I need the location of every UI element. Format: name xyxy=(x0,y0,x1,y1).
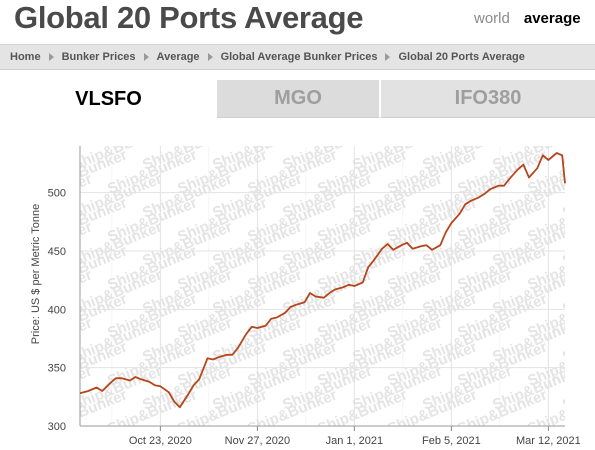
watermark-text: Ship&Bunker xyxy=(175,118,270,150)
breadcrumb-home[interactable]: Home xyxy=(10,51,41,63)
watermark-text: Ship&Bunker xyxy=(280,118,375,126)
breadcrumb-average[interactable]: Average xyxy=(156,51,200,63)
watermark-text: Ship&Bunker xyxy=(210,118,305,126)
chevron-right-icon xyxy=(385,53,391,61)
x-tick-label: Mar 12, 2021 xyxy=(516,435,581,447)
price-series-line xyxy=(79,152,566,409)
x-tick-label: Nov 27, 2020 xyxy=(225,435,290,447)
watermark-text: Ship&Bunker xyxy=(420,118,515,126)
page-title: Global 20 Ports Average xyxy=(14,0,364,35)
watermark-text: Ship&Bunker xyxy=(0,194,60,245)
watermark-text: Ship&Bunker xyxy=(105,118,200,150)
watermark-text: Ship&Bunker xyxy=(350,118,445,126)
x-tick-label: Feb 5, 2021 xyxy=(422,435,481,447)
chevron-right-icon xyxy=(207,53,213,61)
watermark-text: Ship&Bunker xyxy=(560,122,595,173)
watermark-text: Ship&Bunker xyxy=(0,118,95,126)
page-header: Global 20 Ports Average world average xyxy=(0,0,595,44)
watermark-text: Ship&Bunker xyxy=(70,118,165,126)
breadcrumb-global-20-ports[interactable]: Global 20 Ports Average xyxy=(398,51,525,63)
y-tick-label: 400 xyxy=(48,304,66,316)
breadcrumb: Home Bunker Prices Average Global Averag… xyxy=(0,44,595,70)
y-tick-label: 450 xyxy=(48,246,66,258)
y-tick-label: 350 xyxy=(48,363,66,375)
x-tick-label: Jan 1, 2021 xyxy=(326,435,384,447)
view-world-link[interactable]: world xyxy=(474,10,510,27)
watermark-text: Ship&Bunker xyxy=(0,118,60,150)
breadcrumb-global-average[interactable]: Global Average Bunker Prices xyxy=(220,51,378,63)
x-tick-label: Oct 23, 2020 xyxy=(129,435,192,447)
price-chart[interactable]: Ship&BunkerShip&BunkerShip&BunkerShip&Bu… xyxy=(0,118,595,450)
tab-ifo380[interactable]: IFO380 xyxy=(379,80,595,118)
watermark-text: Ship&Bunker xyxy=(560,362,595,413)
tab-vlsfo[interactable]: VLSFO xyxy=(0,80,217,118)
chevron-right-icon xyxy=(143,53,149,61)
watermark-text: Ship&Bunker xyxy=(385,118,480,150)
y-tick-label: 500 xyxy=(48,188,66,200)
watermark-text: Ship&Bunker xyxy=(560,218,595,269)
watermark-text: Ship&Bunker xyxy=(490,118,585,126)
view-toggle: world average xyxy=(474,10,581,27)
fuel-tabs: VLSFO MGO IFO380 xyxy=(0,80,595,118)
watermark-text: Ship&Bunker xyxy=(0,118,25,126)
watermark-text: Ship&Bunker xyxy=(525,118,595,150)
watermark-text: Ship&Bunker xyxy=(140,118,235,126)
y-tick-label: 300 xyxy=(48,421,66,433)
watermark-text: Ship&Bunker xyxy=(455,118,550,150)
view-average-link[interactable]: average xyxy=(523,10,581,27)
watermark-text: Ship&Bunker xyxy=(560,314,595,365)
watermark-text: Ship&Bunker xyxy=(35,118,130,150)
chevron-right-icon xyxy=(48,53,54,61)
watermark-text: Ship&Bunker xyxy=(560,266,595,317)
price-chart-area: Price: US $ per Metric Tonne Ship&Bunker… xyxy=(0,118,595,450)
breadcrumb-bunker-prices[interactable]: Bunker Prices xyxy=(61,51,136,63)
tab-mgo[interactable]: MGO xyxy=(217,80,379,118)
watermark-text: Ship&Bunker xyxy=(315,118,410,150)
watermark-text: Ship&Bunker xyxy=(245,118,340,150)
